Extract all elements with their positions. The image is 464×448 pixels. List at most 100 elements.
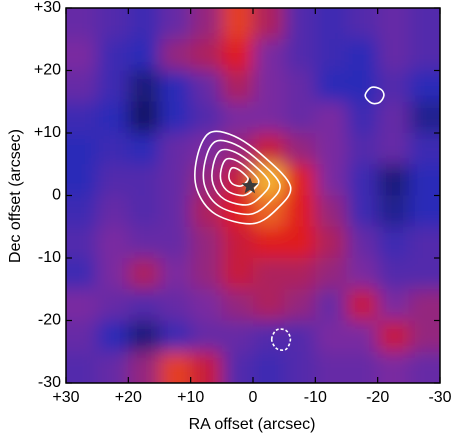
heatmap-cell bbox=[346, 351, 379, 383]
heatmap-cell bbox=[97, 195, 129, 228]
heatmap-cell bbox=[377, 164, 410, 197]
heatmap-cell bbox=[408, 8, 440, 40]
heatmap-cell bbox=[315, 320, 348, 353]
heatmap-cell bbox=[190, 8, 223, 40]
heatmap-cell bbox=[128, 70, 161, 103]
heatmap-cell bbox=[97, 289, 129, 322]
heatmap-cell bbox=[128, 289, 161, 322]
heatmap-cell bbox=[159, 320, 192, 353]
heatmap-cell bbox=[97, 39, 129, 72]
heatmap-cell bbox=[346, 195, 379, 228]
heatmap-cell bbox=[128, 351, 161, 383]
heatmap-cell bbox=[377, 289, 410, 322]
heatmap-cell bbox=[159, 101, 192, 134]
heatmap-cell bbox=[66, 133, 98, 165]
heatmap-cell bbox=[66, 101, 98, 134]
heatmap-cell bbox=[315, 133, 348, 165]
heatmap-cell bbox=[97, 133, 129, 165]
heatmap-cell bbox=[128, 39, 161, 72]
heatmap-cell bbox=[346, 133, 379, 165]
x-axis-label: RA offset (arcsec) bbox=[189, 416, 316, 433]
heatmap-cell bbox=[128, 101, 161, 134]
x-tick-label: +10 bbox=[177, 389, 204, 406]
heatmap-cell bbox=[159, 39, 192, 72]
heatmap-cell bbox=[190, 351, 223, 383]
heatmap-cell bbox=[66, 226, 98, 259]
heatmap-cell bbox=[408, 70, 440, 103]
heatmap-cell bbox=[284, 226, 316, 259]
heatmap-cell bbox=[66, 258, 98, 290]
heatmap-cell bbox=[284, 39, 316, 72]
heatmap-cell bbox=[284, 195, 316, 228]
heatmap-cell bbox=[284, 351, 316, 383]
y-axis-label: Dec offset (arcsec) bbox=[7, 129, 24, 263]
heatmap bbox=[66, 8, 440, 383]
heatmap-cell bbox=[377, 8, 410, 40]
heatmap-cell bbox=[408, 39, 440, 72]
heatmap-cell bbox=[253, 226, 285, 259]
heatmap-cell bbox=[377, 133, 410, 165]
heatmap-cell bbox=[253, 258, 285, 290]
heatmap-cell bbox=[253, 70, 285, 103]
heatmap-cell bbox=[66, 195, 98, 228]
heatmap-cell bbox=[190, 39, 223, 72]
x-tick-label: -10 bbox=[304, 389, 327, 406]
heatmap-cell bbox=[159, 133, 192, 165]
x-tick-label: +20 bbox=[115, 389, 142, 406]
heatmap-cell bbox=[97, 258, 129, 290]
heatmap-cell bbox=[253, 351, 285, 383]
heatmap-cell bbox=[221, 351, 254, 383]
y-tick-label: +10 bbox=[34, 124, 61, 141]
contour bbox=[270, 328, 292, 351]
heatmap-cell bbox=[97, 320, 129, 353]
heatmap-cell bbox=[346, 8, 379, 40]
heatmap-cell bbox=[128, 320, 161, 353]
heatmap-cell bbox=[128, 258, 161, 290]
y-tick-label: -30 bbox=[38, 374, 61, 391]
heatmap-cell bbox=[128, 8, 161, 40]
image-area bbox=[66, 8, 440, 383]
x-tick-label: -20 bbox=[366, 389, 389, 406]
heatmap-cell bbox=[97, 8, 129, 40]
contour bbox=[202, 139, 281, 216]
heatmap-cell bbox=[97, 70, 129, 103]
heatmap-cell bbox=[346, 39, 379, 72]
heatmap-cell bbox=[315, 289, 348, 322]
y-tick-label: +30 bbox=[34, 0, 61, 16]
heatmap-cell bbox=[253, 289, 285, 322]
y-tick-label: -10 bbox=[38, 249, 61, 266]
star-marker bbox=[241, 177, 259, 194]
heatmap-cell bbox=[284, 101, 316, 134]
heatmap-cell bbox=[408, 164, 440, 197]
heatmap-cell bbox=[159, 351, 192, 383]
heatmap-cell bbox=[284, 70, 316, 103]
heatmap-cell bbox=[66, 351, 98, 383]
heatmap-cell bbox=[284, 164, 316, 197]
heatmap-cell bbox=[408, 320, 440, 353]
y-tick-label: +20 bbox=[34, 62, 61, 79]
heatmap-cell bbox=[66, 320, 98, 353]
heatmap-cell bbox=[377, 226, 410, 259]
heatmap-cell bbox=[315, 195, 348, 228]
heatmap-cell bbox=[221, 226, 254, 259]
heatmap-cell bbox=[159, 258, 192, 290]
heatmap-cell bbox=[97, 101, 129, 134]
heatmap-cell bbox=[128, 195, 161, 228]
heatmap-cell bbox=[377, 39, 410, 72]
heatmap-cell bbox=[159, 289, 192, 322]
heatmap-cell bbox=[315, 101, 348, 134]
heatmap-cell bbox=[408, 195, 440, 228]
heatmap-cell bbox=[221, 320, 254, 353]
heatmap-cell bbox=[66, 289, 98, 322]
heatmap-cell bbox=[346, 320, 379, 353]
heatmap-cell bbox=[346, 258, 379, 290]
heatmap-cell bbox=[408, 133, 440, 165]
heatmap-cell bbox=[315, 70, 348, 103]
heatmap-cell bbox=[315, 164, 348, 197]
heatmap-cell bbox=[221, 39, 254, 72]
heatmap-cell bbox=[221, 101, 254, 134]
heatmap-cell bbox=[408, 101, 440, 134]
heatmap-cell bbox=[346, 101, 379, 134]
heatmap-cell bbox=[221, 289, 254, 322]
heatmap-cell bbox=[97, 351, 129, 383]
